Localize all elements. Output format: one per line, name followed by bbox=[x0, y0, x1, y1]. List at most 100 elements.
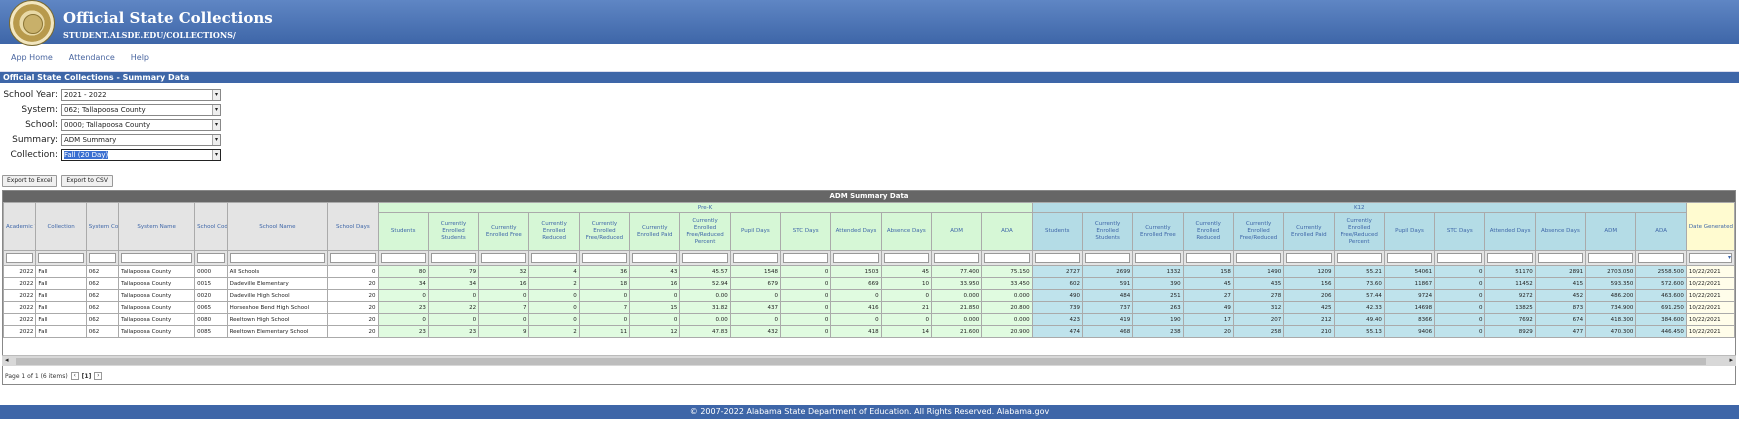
nav-app-home[interactable]: App Home bbox=[11, 53, 53, 62]
export-csv-button[interactable]: Export to CSV bbox=[61, 175, 113, 187]
scroll-left-icon[interactable]: ◂ bbox=[5, 356, 9, 364]
column-filter-input[interactable] bbox=[833, 253, 879, 263]
prev-page-icon[interactable]: ‹ bbox=[70, 372, 79, 380]
cell-prek-pupil-days: 0 bbox=[729, 289, 782, 302]
column-header-prek-currently-enrolled-students[interactable]: Currently Enrolled Students bbox=[427, 212, 480, 251]
column-header-date-generated[interactable]: Date Generated bbox=[1685, 202, 1735, 251]
column-header-academic-year[interactable]: Academic Year bbox=[3, 202, 37, 251]
column-filter-input[interactable] bbox=[481, 253, 527, 263]
chevron-down-icon[interactable]: ▾ bbox=[212, 119, 220, 130]
table-row[interactable]: 2022 Fall 062 Tallapoosa County 0065 Horsesho… bbox=[3, 301, 1735, 314]
column-filter-input[interactable] bbox=[1386, 253, 1433, 263]
column-filter-input[interactable] bbox=[330, 253, 376, 263]
table-row[interactable]: 2022 Fall 062 Tallapoosa County 0085 Reeltown… bbox=[3, 325, 1735, 338]
column-header-k12-students[interactable]: Students bbox=[1031, 212, 1083, 251]
column-filter-input[interactable] bbox=[1638, 253, 1684, 263]
column-filter-input[interactable] bbox=[1286, 253, 1332, 263]
column-filter-input[interactable] bbox=[1336, 253, 1382, 263]
table-row[interactable]: 2022 Fall 062 Tallapoosa County 0080 Reeltown… bbox=[3, 313, 1735, 326]
column-header-prek-students[interactable]: Students bbox=[377, 212, 429, 251]
column-filter-input[interactable] bbox=[732, 253, 779, 263]
column-filter-input[interactable] bbox=[1084, 253, 1131, 263]
column-header-prek-currently-enrolled-free-reduced-percent[interactable]: Currently Enrolled Free/Reduced Percent bbox=[679, 212, 731, 251]
current-page[interactable]: [1] bbox=[81, 372, 92, 380]
scroll-right-icon[interactable]: ▸ bbox=[1729, 356, 1733, 364]
chevron-down-icon[interactable]: ▾ bbox=[212, 104, 220, 115]
filter-cell bbox=[1534, 250, 1587, 266]
column-filter-input[interactable] bbox=[581, 253, 628, 263]
column-header-k12-currently-enrolled-reduced[interactable]: Currently Enrolled Reduced bbox=[1182, 212, 1234, 251]
system-select[interactable]: 062; Tallapoosa County ▾ bbox=[61, 103, 221, 116]
cell-prek-absence-days: 45 bbox=[880, 265, 932, 278]
column-filter-input[interactable] bbox=[1537, 253, 1584, 263]
column-header-prek-currently-enrolled-reduced[interactable]: Currently Enrolled Reduced bbox=[528, 212, 580, 251]
column-header-school-name[interactable]: School Name bbox=[226, 202, 329, 251]
column-header-k12-currently-enrolled-students[interactable]: Currently Enrolled Students bbox=[1081, 212, 1134, 251]
school-year-select[interactable]: 2021 - 2022 ▾ bbox=[61, 88, 221, 101]
column-header-prek-attended-days[interactable]: Attended Days bbox=[830, 212, 882, 251]
column-filter-input[interactable] bbox=[531, 253, 577, 263]
column-filter-input[interactable] bbox=[984, 253, 1030, 263]
table-row[interactable]: 2022 Fall 062 Tallapoosa County 0000 All Scho… bbox=[3, 265, 1735, 278]
column-filter-input[interactable] bbox=[430, 253, 477, 263]
column-filter-input[interactable] bbox=[933, 253, 980, 263]
column-header-k12-currently-enrolled-free[interactable]: Currently Enrolled Free bbox=[1132, 212, 1184, 251]
chevron-down-icon[interactable]: ▾ bbox=[212, 89, 220, 100]
column-filter-input[interactable] bbox=[883, 253, 929, 263]
column-filter-input[interactable] bbox=[1135, 253, 1181, 263]
chevron-down-icon[interactable]: ▾ bbox=[212, 149, 220, 160]
column-header-prek-currently-enrolled-free[interactable]: Currently Enrolled Free bbox=[478, 212, 530, 251]
collection-select[interactable]: Fall (20 Day) ▾ bbox=[61, 148, 221, 161]
column-header-k12-ada[interactable]: ADA bbox=[1635, 212, 1687, 251]
column-header-k12-attended-days[interactable]: Attended Days bbox=[1484, 212, 1536, 251]
table-row[interactable]: 2022 Fall 062 Tallapoosa County 0020 Dadevill… bbox=[3, 289, 1735, 302]
date-filter-select[interactable]: ▾ bbox=[1688, 253, 1732, 263]
export-excel-button[interactable]: Export to Excel bbox=[2, 175, 58, 187]
column-header-k12-currently-enrolled-free-reduced-percent[interactable]: Currently Enrolled Free/Reduced Percent bbox=[1333, 212, 1385, 251]
column-header-k12-absence-days[interactable]: Absence Days bbox=[1534, 212, 1587, 251]
column-filter-input[interactable] bbox=[783, 253, 829, 263]
column-header-k12-currently-enrolled-paid[interactable]: Currently Enrolled Paid bbox=[1283, 212, 1335, 251]
column-filter-input[interactable] bbox=[682, 253, 728, 263]
nav-attendance[interactable]: Attendance bbox=[68, 53, 115, 62]
column-header-k12-stc-days[interactable]: STC Days bbox=[1434, 212, 1486, 251]
column-filter-input[interactable] bbox=[197, 253, 225, 263]
column-header-prek-pupil-days[interactable]: Pupil Days bbox=[729, 212, 782, 251]
column-header-prek-adm[interactable]: ADM bbox=[930, 212, 983, 251]
column-filter-input[interactable] bbox=[229, 253, 326, 263]
scrollbar-thumb[interactable] bbox=[16, 358, 1706, 365]
next-page-icon[interactable]: › bbox=[94, 372, 103, 380]
column-filter-input[interactable] bbox=[121, 253, 193, 263]
column-header-prek-stc-days[interactable]: STC Days bbox=[780, 212, 832, 251]
column-header-k12-currently-enrolled-free-reduced[interactable]: Currently Enrolled Free/Reduced bbox=[1232, 212, 1285, 251]
column-header-collection[interactable]: Collection bbox=[35, 202, 87, 251]
column-header-system-name[interactable]: System Name bbox=[118, 202, 196, 251]
summary-select[interactable]: ADM Summary ▾ bbox=[61, 133, 221, 146]
table-row[interactable]: 2022 Fall 062 Tallapoosa County 0015 Dadevill… bbox=[3, 277, 1735, 290]
column-header-prek-absence-days[interactable]: Absence Days bbox=[880, 212, 932, 251]
chevron-down-icon[interactable]: ▾ bbox=[212, 134, 220, 145]
column-header-k12-pupil-days[interactable]: Pupil Days bbox=[1383, 212, 1436, 251]
column-filter-input[interactable] bbox=[632, 253, 678, 263]
column-filter-input[interactable] bbox=[1185, 253, 1231, 263]
column-header-school-code[interactable]: School Code▲ bbox=[194, 202, 228, 251]
column-filter-input[interactable] bbox=[1437, 253, 1483, 263]
nav-help[interactable]: Help bbox=[130, 53, 150, 62]
column-header-prek-currently-enrolled-free-reduced[interactable]: Currently Enrolled Free/Reduced bbox=[578, 212, 631, 251]
column-filter-input[interactable] bbox=[1588, 253, 1634, 263]
column-header-system-code[interactable]: System Code▲ bbox=[85, 202, 120, 251]
column-filter-input[interactable] bbox=[88, 253, 117, 263]
horizontal-scrollbar[interactable]: ◂ ▸ bbox=[2, 355, 1736, 366]
column-filter-input[interactable] bbox=[6, 253, 34, 263]
column-header-prek-currently-enrolled-paid[interactable]: Currently Enrolled Paid bbox=[629, 212, 681, 251]
school-select[interactable]: 0000; Tallapoosa County ▾ bbox=[61, 118, 221, 131]
column-header-k12-adm[interactable]: ADM bbox=[1585, 212, 1637, 251]
column-header-prek-ada[interactable]: ADA bbox=[981, 212, 1033, 251]
column-filter-input[interactable] bbox=[38, 253, 84, 263]
column-filter-input[interactable] bbox=[1034, 253, 1080, 263]
cell-k12-currently-enrolled-reduced: 17 bbox=[1182, 313, 1234, 326]
column-filter-input[interactable] bbox=[380, 253, 426, 263]
column-header-school-days[interactable]: School Days bbox=[327, 202, 379, 251]
column-filter-input[interactable] bbox=[1235, 253, 1282, 263]
column-filter-input[interactable] bbox=[1487, 253, 1533, 263]
